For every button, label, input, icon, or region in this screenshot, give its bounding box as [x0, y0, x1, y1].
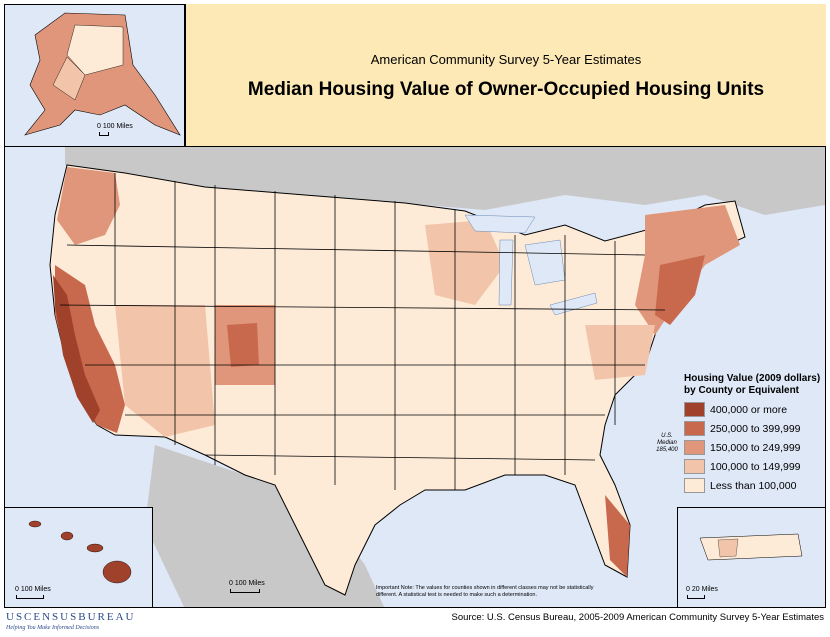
lake-michigan	[498, 239, 514, 306]
legend-title-line2: by County or Equivalent	[684, 385, 800, 396]
pr-scale-label: 0 20 Miles	[686, 586, 718, 593]
census-tagline: Helping You Make Informed Decisions	[6, 625, 100, 631]
census-logo: USCENSUSBUREAU	[6, 611, 136, 623]
region-florida-south	[605, 495, 630, 577]
map-subtitle: American Community Survey 5-Year Estimat…	[370, 52, 642, 67]
legend-row: 250,000 to 399,999	[684, 419, 824, 438]
hawaii-scale-bar	[16, 595, 44, 599]
region-ne-corridor	[655, 255, 705, 325]
legend-title: Housing Value (2009 dollars) by County o…	[684, 373, 824, 397]
hawaii-inset: 0 100 Miles	[4, 507, 153, 608]
legend-row: Less than 100,000	[684, 476, 824, 495]
lake-superior	[464, 214, 536, 234]
pr-scale-bar	[687, 595, 705, 599]
legend: Housing Value (2009 dollars) by County o…	[684, 373, 824, 495]
legend-swatch	[684, 421, 705, 436]
legend-swatch	[684, 402, 705, 417]
legend-row: 400,000 or more	[684, 400, 824, 419]
puerto-rico-inset: 0 20 Miles	[677, 507, 826, 608]
region-california	[55, 265, 125, 433]
alaska-scale-bar	[99, 132, 109, 136]
median-line3: 185,400	[656, 447, 678, 453]
median-line1: U.S.	[661, 433, 673, 439]
region-mid-atlantic	[585, 325, 655, 380]
legend-swatch	[684, 440, 705, 455]
conus-map	[49, 147, 825, 607]
important-note: Important Note: The values for counties …	[376, 585, 594, 598]
source-note: Source: U.S. Census Bureau, 2005-2009 Am…	[451, 612, 824, 623]
hawaii-map	[28, 520, 132, 584]
state-boundaries	[59, 173, 666, 490]
legend-swatch	[684, 459, 705, 474]
legend-label: 250,000 to 399,999	[710, 422, 801, 435]
median-line2: Median	[657, 440, 677, 446]
region-pacific-nw	[57, 167, 120, 245]
legend-label: 150,000 to 249,999	[710, 441, 801, 454]
map-title: Median Housing Value of Owner-Occupied H…	[247, 79, 765, 100]
region-ca-coast	[53, 275, 100, 423]
hawaii-scale-label: 0 100 Miles	[15, 586, 51, 593]
region-southwest	[115, 305, 215, 437]
alaska-inset: 0 100 Miles	[4, 4, 185, 147]
conus-scale-label: 0 100 Miles	[229, 580, 265, 587]
legend-label: Less than 100,000	[710, 479, 797, 492]
legend-label: 400,000 or more	[710, 403, 788, 416]
conus-scale-bar	[230, 589, 260, 593]
legend-label: 100,000 to 149,999	[710, 460, 801, 473]
legend-title-line1: Housing Value (2009 dollars)	[684, 373, 821, 384]
legend-row: 100,000 to 149,999	[684, 457, 824, 476]
canada-land	[65, 147, 825, 215]
title-panel: American Community Survey 5-Year Estimat…	[185, 4, 826, 147]
legend-swatch	[684, 478, 705, 493]
alaska-map	[24, 12, 181, 136]
us-median-note: U.S. Median 185,400	[652, 433, 682, 454]
puerto-rico-map	[699, 533, 803, 561]
legend-row: 150,000 to 249,999	[684, 438, 824, 457]
region-co-mtn	[227, 323, 259, 367]
alaska-scale-label: 0 100 Miles	[97, 123, 133, 130]
region-upper-midwest	[425, 220, 505, 305]
